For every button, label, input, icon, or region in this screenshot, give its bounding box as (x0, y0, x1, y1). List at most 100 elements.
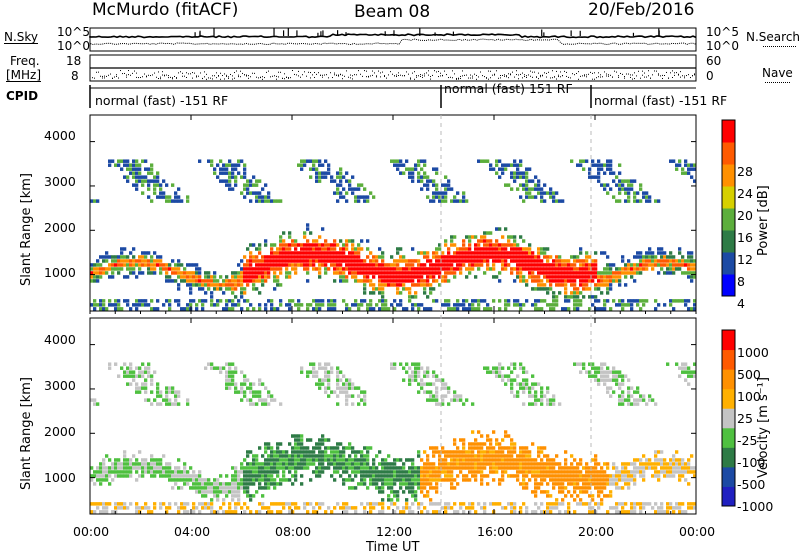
power-cell (213, 275, 216, 279)
power-cell (363, 259, 366, 263)
power-cell (471, 307, 474, 311)
power-cell (627, 267, 630, 271)
velocity-cell (378, 462, 381, 466)
power-cell (639, 187, 642, 191)
nave-dot (694, 74, 695, 75)
power-cell (366, 307, 369, 311)
power-cell (369, 291, 372, 295)
power-cell (519, 255, 522, 259)
power-cell (252, 283, 255, 287)
velocity-cell (495, 450, 498, 454)
velocity-cell (597, 378, 600, 382)
velocity-cell (429, 498, 432, 502)
power-cell (345, 255, 348, 259)
power-cell (579, 271, 582, 275)
velocity-cell (501, 466, 504, 470)
nave-dot (584, 74, 585, 75)
power-cell (627, 191, 630, 195)
power-cell (687, 255, 690, 259)
power-cell (669, 159, 672, 163)
power-cell (390, 283, 393, 287)
velocity-cell (510, 506, 513, 510)
power-cell (612, 171, 615, 175)
velocity-cell (240, 482, 243, 486)
power-cell (453, 271, 456, 275)
power-cell (243, 163, 246, 167)
nave-dot (440, 73, 441, 74)
nave-dot (316, 74, 317, 75)
velocity-cell (198, 474, 201, 478)
velocity-cell (102, 474, 105, 478)
power-cell (531, 275, 534, 279)
velocity-cell (318, 366, 321, 370)
power-cell (525, 195, 528, 199)
velocity-cell (270, 454, 273, 458)
velocity-cell (132, 370, 135, 374)
power-cell (408, 279, 411, 283)
velocity-cell (147, 510, 150, 514)
power-cell (357, 307, 360, 311)
power-cell (504, 243, 507, 247)
velocity-cell (564, 486, 567, 490)
velocity-cell (642, 454, 645, 458)
power-cell (216, 175, 219, 179)
power-cell (156, 183, 159, 187)
power-cell (264, 267, 267, 271)
nave-dot (186, 77, 187, 78)
velocity-cell (333, 390, 336, 394)
nave-dot (532, 72, 533, 73)
power-cell (165, 183, 168, 187)
velocity-cell (282, 502, 285, 506)
power-cell (228, 175, 231, 179)
velocity-cell (522, 478, 525, 482)
power-heatmap (90, 159, 696, 310)
power-cell (225, 283, 228, 287)
power-cell (585, 159, 588, 163)
nave-dot (280, 72, 281, 73)
velocity-cell (636, 502, 639, 506)
velocity-cell (165, 386, 168, 390)
velocity-cell (654, 470, 657, 474)
velocity-cell (615, 466, 618, 470)
power-cell (147, 179, 150, 183)
power-cell (447, 279, 450, 283)
velocity-cell (450, 506, 453, 510)
velocity-cell (534, 502, 537, 506)
velocity-cell (594, 370, 597, 374)
velocity-cell (144, 386, 147, 390)
velocity-cell (486, 450, 489, 454)
power-cell (378, 275, 381, 279)
power-cell (111, 303, 114, 307)
velocity-cell (324, 386, 327, 390)
velocity-cell (138, 474, 141, 478)
power-cell (585, 259, 588, 263)
velocity-cell (270, 466, 273, 470)
velocity-cell (267, 462, 270, 466)
power-cell (678, 299, 681, 303)
power-cell (534, 267, 537, 271)
power-cell (126, 159, 129, 163)
power-cell (345, 303, 348, 307)
power-cell (627, 199, 630, 203)
nave-dot (96, 72, 97, 73)
power-cell (453, 195, 456, 199)
power-cell (480, 235, 483, 239)
power-cell (465, 259, 468, 263)
nave-dot (544, 72, 545, 73)
velocity-cell (462, 446, 465, 450)
power-cell (198, 283, 201, 287)
velocity-cell (480, 450, 483, 454)
power-cell (564, 283, 567, 287)
power-cell (555, 275, 558, 279)
velocity-cell (249, 382, 252, 386)
nave-dot (488, 71, 489, 72)
velocity-cell (615, 374, 618, 378)
power-cell (504, 299, 507, 303)
power-cell (294, 247, 297, 251)
power-cell (123, 263, 126, 267)
power-cell (426, 195, 429, 199)
power-cell (504, 183, 507, 187)
power-cell (507, 243, 510, 247)
velocity-cell (264, 402, 267, 406)
velocity-cell (411, 466, 414, 470)
